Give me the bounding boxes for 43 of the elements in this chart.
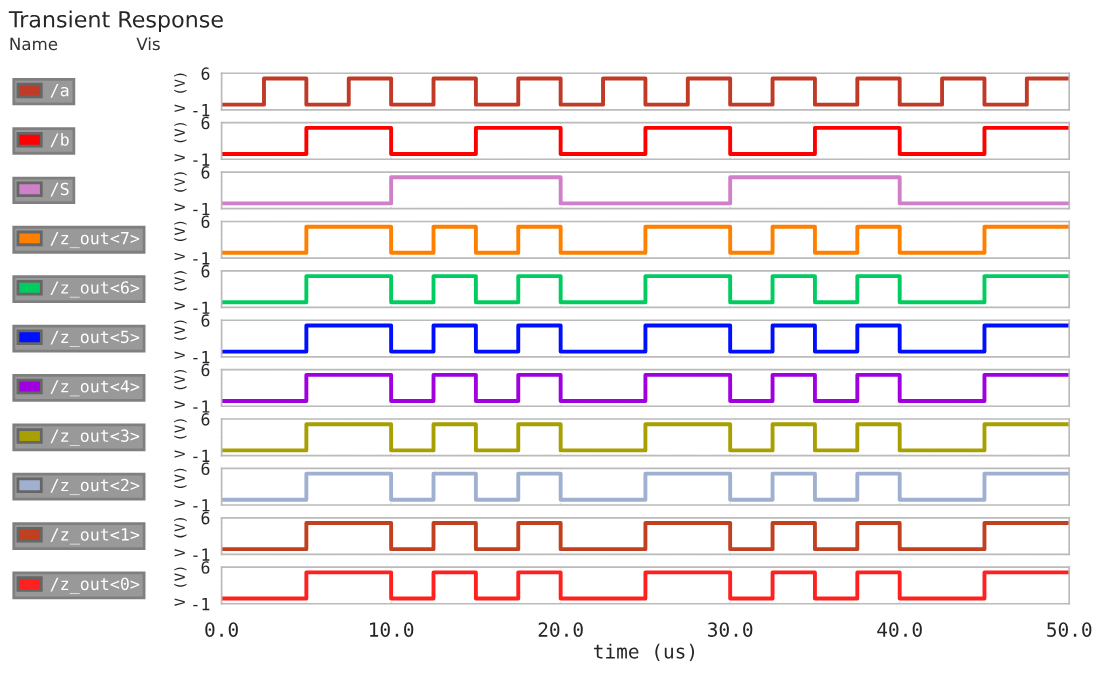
y-tick-label: 6 bbox=[201, 511, 210, 525]
y-tick-label: 6 bbox=[201, 264, 210, 278]
y-tick-label: -1 bbox=[193, 351, 210, 364]
legend-label: /b bbox=[50, 132, 69, 148]
legend-label: /S bbox=[50, 182, 69, 197]
x-tick-label: 40.0 bbox=[877, 622, 922, 637]
legend-label: /z_out<3> bbox=[50, 429, 140, 446]
y-tick-label: -1 bbox=[193, 202, 210, 216]
legend-label: /z_out<1> bbox=[50, 528, 140, 545]
y-tick-label: -1 bbox=[193, 499, 210, 512]
y-tick-label: 6 bbox=[201, 116, 210, 130]
legend-label: /z_out<7> bbox=[50, 232, 140, 249]
y-tick-label: 6 bbox=[201, 363, 210, 377]
y-tick-label: 6 bbox=[201, 166, 210, 179]
y-tick-label: -1 bbox=[193, 104, 210, 117]
legend-label: /z_out<2> bbox=[50, 478, 140, 496]
text: Name bbox=[10, 37, 58, 51]
y-tick-label: -1 bbox=[193, 153, 210, 166]
legend-label: /a bbox=[50, 84, 69, 98]
x-tick-label: 50.0 bbox=[1047, 622, 1092, 637]
legend-label: /z_out<4> bbox=[50, 380, 140, 397]
x-tick-label: 0.0 bbox=[205, 622, 238, 637]
text: Vis bbox=[136, 37, 160, 51]
y-tick-label: 6 bbox=[201, 215, 210, 229]
y-tick-label: 6 bbox=[201, 462, 210, 476]
y-tick-label: -1 bbox=[193, 598, 210, 611]
x-tick-label: 10.0 bbox=[370, 622, 414, 637]
chart-title: Transient Response bbox=[8, 10, 223, 32]
x-tick-label: 20.0 bbox=[538, 622, 583, 637]
legend-label: /z_out<0> bbox=[50, 577, 140, 594]
x-tick-label: 30.0 bbox=[708, 622, 753, 637]
y-tick-label: -1 bbox=[193, 400, 210, 413]
legend-label: /z_out<5> bbox=[50, 330, 140, 347]
y-tick-label: 6 bbox=[201, 413, 210, 426]
y-tick-label: -1 bbox=[193, 301, 210, 314]
legend-label: /z_out<6> bbox=[50, 281, 140, 298]
y-tick-label: -1 bbox=[193, 449, 210, 462]
y-tick-label: 6 bbox=[201, 67, 210, 80]
y-tick-label: -1 bbox=[193, 548, 210, 561]
x-axis-title: time (us) bbox=[593, 643, 695, 661]
y-tick-label: 6 bbox=[201, 561, 210, 574]
y-tick-label: 6 bbox=[201, 314, 210, 327]
y-tick-label: -1 bbox=[193, 252, 210, 265]
